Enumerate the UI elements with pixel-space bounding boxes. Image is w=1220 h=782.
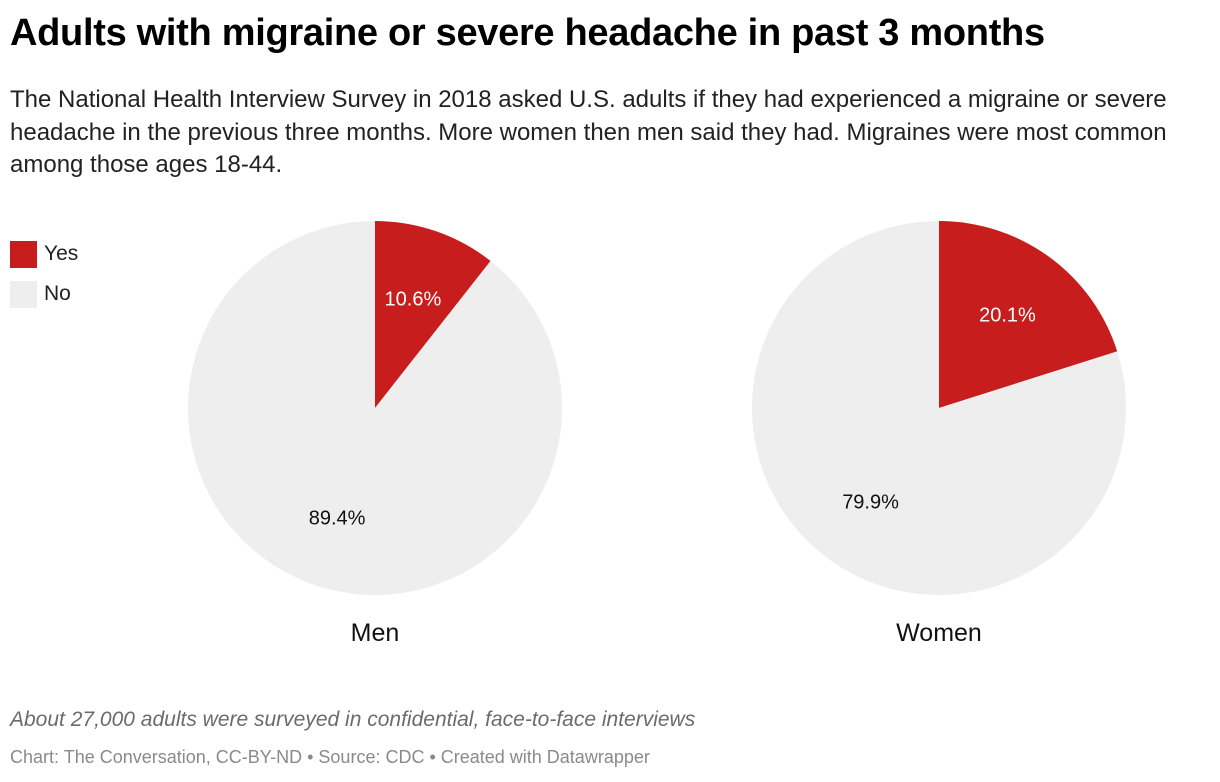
pie-slice-women-no bbox=[752, 221, 1126, 595]
legend-swatch-yes bbox=[10, 240, 37, 268]
legend-item-yes: Yes bbox=[10, 234, 78, 274]
chart-title: Adults with migraine or severe headache … bbox=[10, 12, 1045, 54]
chart-footer: Chart: The Conversation, CC-BY-ND • Sour… bbox=[10, 747, 650, 767]
legend-swatch-no bbox=[10, 280, 37, 308]
chart-notes: About 27,000 adults were surveyed in con… bbox=[10, 708, 696, 731]
chart-subtitle: The National Health Interview Survey in … bbox=[10, 86, 1167, 178]
pie-label-women-yes: 20.1% bbox=[979, 304, 1036, 326]
pie-title-men: Men bbox=[351, 619, 400, 647]
pie-label-men-no: 89.4% bbox=[309, 508, 366, 530]
pie-slice-women-yes bbox=[939, 221, 1118, 408]
legend-label-yes: Yes bbox=[44, 242, 79, 265]
pie-label-men-yes: 10.6% bbox=[385, 288, 442, 310]
legend-item-no: No bbox=[10, 274, 78, 314]
pie-label-women-no: 79.9% bbox=[842, 492, 899, 514]
legend: Yes No bbox=[10, 234, 78, 314]
pie-slice-men-no bbox=[187, 221, 562, 595]
pie-slice-men-yes bbox=[375, 221, 491, 408]
legend-label-no: No bbox=[44, 282, 71, 305]
pie-title-women: Women bbox=[896, 619, 982, 647]
